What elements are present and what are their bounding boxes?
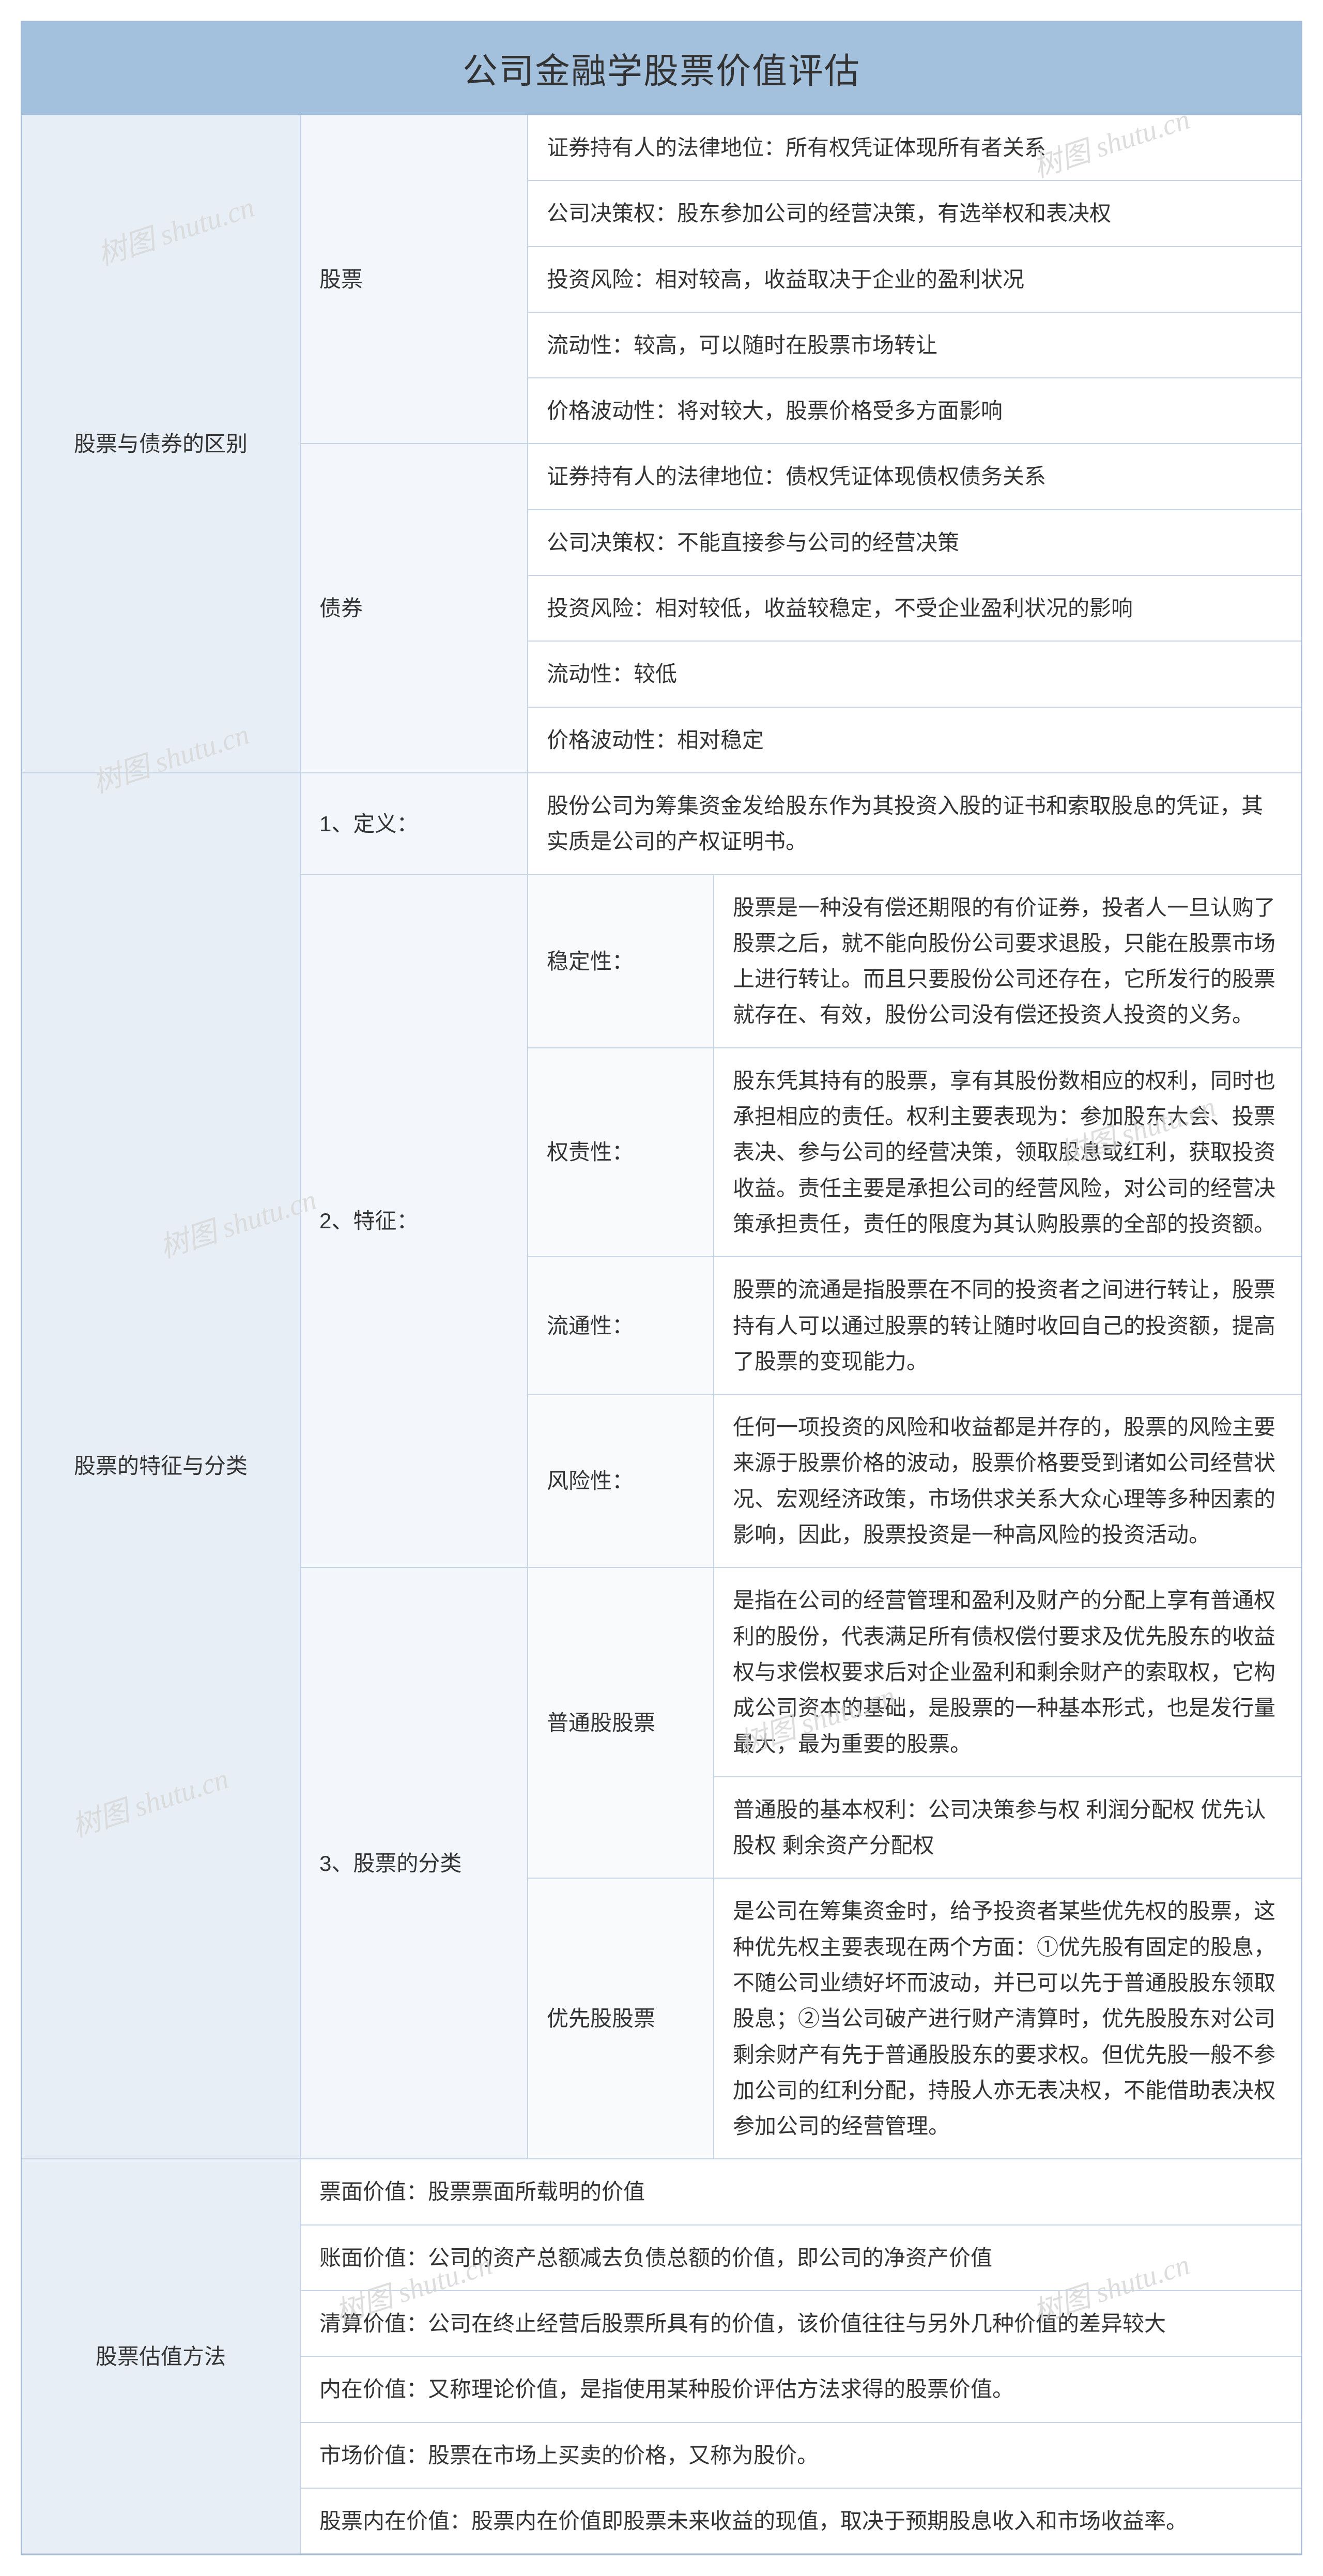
group-label: 股票 xyxy=(301,115,528,443)
item-cell: 公司决策权：股东参加公司的经营决策，有选举权和表决权 xyxy=(528,181,1301,246)
item-cell: 市场价值：股票在市场上买卖的价格，又称为股价。 xyxy=(301,2423,1301,2488)
section-label: 股票估值方法 xyxy=(22,2159,301,2553)
subsection-row: 2、特征： 稳定性： 股票是一种没有偿还期限的有价证券，投者人一旦认购了股票之后… xyxy=(301,875,1301,1568)
section-row: 股票与债券的区别 股票 证券持有人的法律地位：所有权凭证体现所有者关系 公司决策… xyxy=(22,115,1301,773)
document-outline: 公司金融学股票价值评估 股票与债券的区别 股票 证券持有人的法律地位：所有权凭证… xyxy=(21,21,1302,2555)
class-text: 是公司在筹集资金时，给予投资者某些优先权的股票，这种优先权主要表现在两个方面：①… xyxy=(714,1879,1301,2158)
item-cell: 价格波动性：相对稳定 xyxy=(528,708,1301,772)
subsection-row: 3、股票的分类 普通股股票 是指在公司的经营管理和盈利及财产的分配上享有普通权利… xyxy=(301,1568,1301,2158)
item-cell: 内在价值：又称理论价值，是指使用某种股价评估方法求得的股票价值。 xyxy=(301,2357,1301,2421)
group-label: 债券 xyxy=(301,444,528,772)
feature-text: 股票的流通是指股票在不同的投资者之间进行转让，股票持有人可以通过股票的转让随时收… xyxy=(714,1257,1301,1394)
feature-name: 稳定性： xyxy=(528,875,714,1047)
section-row: 股票的特征与分类 1、定义： 股份公司为筹集资金发给股东作为其投资入股的证书和索… xyxy=(22,773,1301,2160)
item-cell: 股票内在价值：股票内在价值即股票未来收益的现值，取决于预期股息收入和市场收益率。 xyxy=(301,2489,1301,2553)
subsection-label: 2、特征： xyxy=(301,875,528,1567)
feature-text: 股票是一种没有偿还期限的有价证券，投者人一旦认购了股票之后，就不能向股份公司要求… xyxy=(714,875,1301,1047)
feature-name: 风险性： xyxy=(528,1395,714,1567)
subsection-row: 1、定义： 股份公司为筹集资金发给股东作为其投资入股的证书和索取股息的凭证，其实… xyxy=(301,773,1301,875)
item-cell: 证券持有人的法律地位：所有权凭证体现所有者关系 xyxy=(528,115,1301,180)
group-row: 债券 证券持有人的法律地位：债权凭证体现债权债务关系 公司决策权：不能直接参与公… xyxy=(301,444,1301,772)
item-cell: 价格波动性：将对较大，股票价格受多方面影响 xyxy=(528,378,1301,443)
class-text: 是指在公司的经营管理和盈利及财产的分配上享有普通权利的股份，代表满足所有债权偿付… xyxy=(714,1568,1301,1776)
item-cell: 投资风险：相对较低，收益较稳定，不受企业盈利状况的影响 xyxy=(528,576,1301,641)
feature-name: 权责性： xyxy=(528,1048,714,1256)
item-cell: 清算价值：公司在终止经营后股票所具有的价值，该价值往往与另外几种价值的差异较大 xyxy=(301,2291,1301,2356)
class-name: 优先股股票 xyxy=(528,1879,714,2158)
feature-name: 流通性： xyxy=(528,1257,714,1394)
section-row: 股票估值方法 票面价值：股票票面所载明的价值 账面价值：公司的资产总额减去负债总… xyxy=(22,2159,1301,2554)
item-cell: 证券持有人的法律地位：债权凭证体现债权债务关系 xyxy=(528,444,1301,509)
item-cell: 票面价值：股票票面所载明的价值 xyxy=(301,2159,1301,2224)
item-cell: 账面价值：公司的资产总额减去负债总额的价值，即公司的净资产价值 xyxy=(301,2226,1301,2290)
feature-text: 任何一项投资的风险和收益都是并存的，股票的风险主要来源于股票价格的波动，股票价格… xyxy=(714,1395,1301,1567)
subsection-label: 3、股票的分类 xyxy=(301,1568,528,2158)
document-title: 公司金融学股票价值评估 xyxy=(22,22,1301,115)
item-cell: 投资风险：相对较高，收益取决于企业的盈利状况 xyxy=(528,247,1301,312)
group-row: 股票 证券持有人的法律地位：所有权凭证体现所有者关系 公司决策权：股东参加公司的… xyxy=(301,115,1301,444)
section-label: 股票的特征与分类 xyxy=(22,773,301,2159)
subsection-text: 股份公司为筹集资金发给股东作为其投资入股的证书和索取股息的凭证，其实质是公司的产… xyxy=(528,773,1301,874)
item-cell: 公司决策权：不能直接参与公司的经营决策 xyxy=(528,510,1301,575)
item-cell: 流动性：较高，可以随时在股票市场转让 xyxy=(528,313,1301,377)
subsection-label: 1、定义： xyxy=(301,773,528,874)
class-name: 普通股股票 xyxy=(528,1568,714,1878)
section-label: 股票与债券的区别 xyxy=(22,115,301,772)
item-cell: 流动性：较低 xyxy=(528,642,1301,706)
feature-text: 股东凭其持有的股票，享有其股份数相应的权利，同时也承担相应的责任。权利主要表现为… xyxy=(714,1048,1301,1256)
class-text: 普通股的基本权利：公司决策参与权 利润分配权 优先认股权 剩余资产分配权 xyxy=(714,1777,1301,1878)
